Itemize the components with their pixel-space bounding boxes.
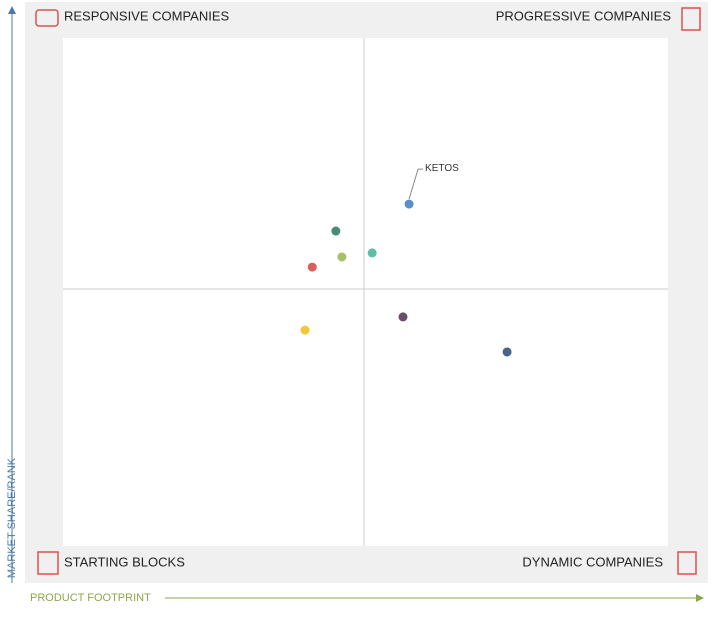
point: [404, 199, 414, 209]
point: [502, 347, 512, 357]
point: [398, 312, 408, 322]
leader-line: [408, 168, 424, 200]
point: [367, 248, 377, 258]
quadrant-label: DYNAMIC COMPANIES: [522, 554, 663, 569]
quadrant-label: PROGRESSIVE COMPANIES: [496, 8, 672, 23]
point: [331, 226, 341, 236]
icon: [35, 7, 701, 575]
point-label: KETOS: [425, 163, 459, 174]
quadrant-label: RESPONSIVE COMPANIES: [64, 8, 230, 23]
plot-area: [63, 38, 668, 546]
x-axis-label: PRODUCT FOOTPRINT: [30, 592, 151, 604]
point: [337, 252, 347, 262]
quadrant-label: STARTING BLOCKS: [64, 554, 185, 569]
point: [307, 262, 317, 272]
point: [300, 325, 310, 335]
y-axis-label: MARKET SHARE/RANK: [6, 457, 18, 578]
